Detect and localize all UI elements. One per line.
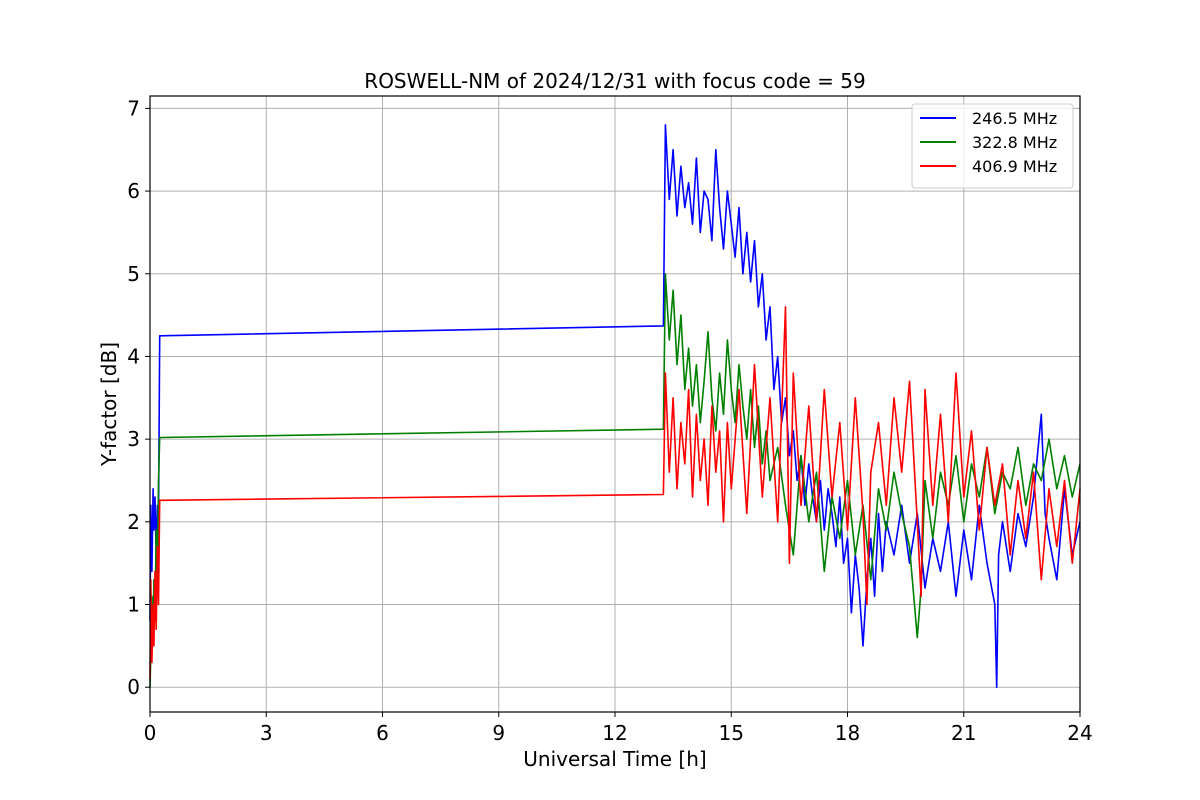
x-tick-label: 24 — [1067, 721, 1092, 745]
x-tick-label: 18 — [835, 721, 860, 745]
x-tick-label: 3 — [260, 721, 273, 745]
y-tick-label: 4 — [127, 344, 140, 368]
x-tick-label: 9 — [492, 721, 505, 745]
x-tick-label: 0 — [144, 721, 157, 745]
y-tick-label: 1 — [127, 593, 140, 617]
y-tick-label: 0 — [127, 675, 140, 699]
y-tick-label: 3 — [127, 427, 140, 451]
x-tick-label: 12 — [602, 721, 627, 745]
series-lines — [149, 124, 1081, 689]
series-line-1 — [149, 272, 1081, 688]
y-tick-label: 2 — [127, 510, 140, 534]
legend-label-2: 406.9 MHz — [972, 157, 1057, 176]
series-line-2 — [149, 305, 1081, 679]
chart-title: ROSWELL-NM of 2024/12/31 with focus code… — [364, 69, 865, 93]
legend-label-1: 322.8 MHz — [972, 133, 1057, 152]
legend-label-0: 246.5 MHz — [972, 109, 1057, 128]
x-tick-label: 21 — [951, 721, 976, 745]
y-axis-label: Y-factor [dB] — [97, 342, 121, 467]
series-line-0 — [149, 124, 1081, 689]
y-tick-label: 6 — [127, 179, 140, 203]
x-tick-label: 15 — [719, 721, 744, 745]
y-tick-label: 7 — [127, 96, 140, 120]
x-tick-label: 6 — [376, 721, 389, 745]
y-tick-label: 5 — [127, 262, 140, 286]
x-axis-label: Universal Time [h] — [523, 747, 706, 771]
legend: 246.5 MHz 322.8 MHz 406.9 MHz — [911, 103, 1074, 189]
